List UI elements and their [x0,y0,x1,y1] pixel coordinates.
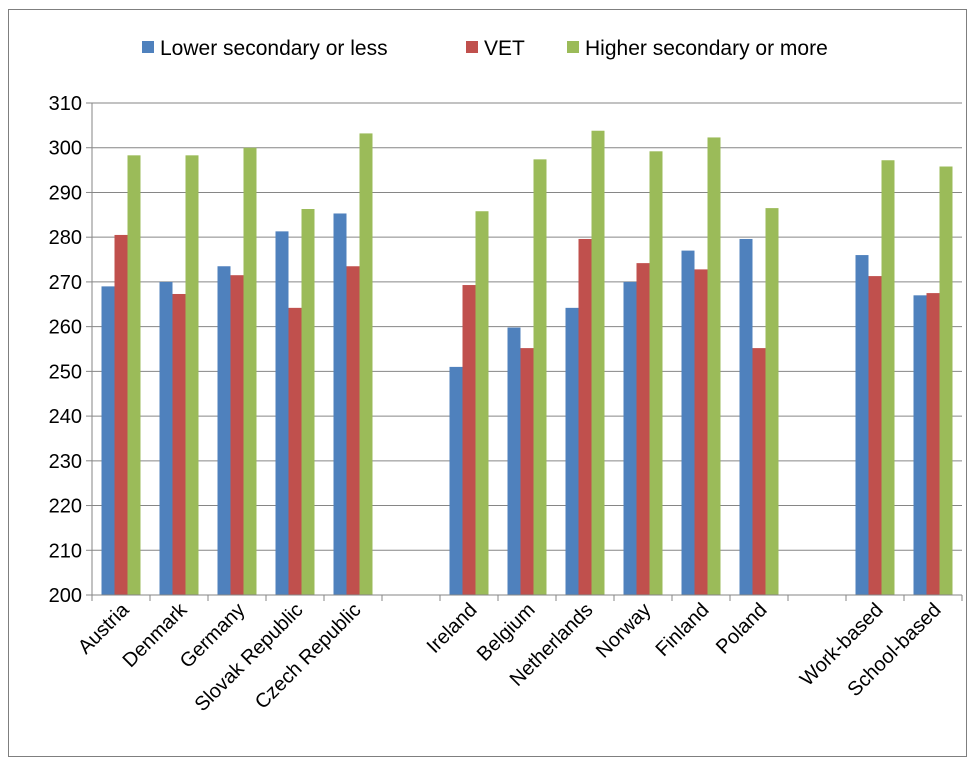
bar [449,366,463,595]
bars [101,130,953,596]
x-tick-label: Poland [712,599,772,659]
bar [868,276,882,595]
legend-label: Higher secondary or more [585,37,828,60]
bar [694,269,708,595]
y-tick-label: 250 [49,361,82,383]
bar [533,159,547,595]
legend-swatch [466,41,478,53]
bar [636,263,650,595]
y-tick-labels: 200 210 220 230 240 250 260 270 280 290 300 310 [49,93,82,607]
y-tick-label: 280 [49,227,82,249]
bar [172,293,186,595]
bar [926,293,940,595]
bar [649,151,663,595]
legend-swatch [142,41,154,53]
bar [913,295,927,595]
bar [127,155,141,595]
legend: Lower secondary or less VET Higher seconda… [142,37,828,60]
bar [159,281,173,595]
bar [507,327,521,595]
x-tick-label: Slovak Republic [191,599,308,716]
bar [565,307,579,595]
y-tick-label: 300 [49,138,82,160]
bar [939,166,953,595]
bar [681,250,695,595]
y-tick-label: 240 [49,406,82,428]
bar [101,286,115,595]
y-tick-label: 310 [49,93,82,115]
bar [301,209,315,595]
bar [475,211,489,596]
y-tick-label: 270 [49,272,82,294]
bar [288,307,302,595]
bar [275,231,289,595]
bar [855,255,869,595]
bar [520,348,534,595]
bar [217,266,231,595]
y-tick-label: 210 [49,540,82,562]
bar [623,281,637,595]
bar [881,160,895,595]
bar [707,137,721,595]
bar [185,155,199,595]
bar [333,213,347,595]
bar [462,285,476,595]
legend-swatch [567,41,579,53]
bar [359,133,373,595]
axes [86,102,963,601]
bar [243,147,257,595]
x-tick-label: Finland [652,599,714,661]
y-tick-label: 290 [49,182,82,204]
bar [346,266,360,595]
legend-label: VET [484,37,525,60]
bar [578,238,592,596]
bar [739,238,753,596]
y-tick-label: 220 [49,496,82,518]
y-tick-label: 260 [49,317,82,339]
x-tick-label: Norway [592,599,655,662]
bar [230,275,244,595]
y-tick-label: 200 [49,585,82,607]
bar [752,348,766,595]
bar [114,234,128,596]
x-tick-label: Czech Republic [251,599,366,714]
y-tick-label: 230 [49,451,82,473]
bar [591,130,605,596]
legend-label: Lower secondary or less [160,37,388,60]
bar [765,208,779,596]
